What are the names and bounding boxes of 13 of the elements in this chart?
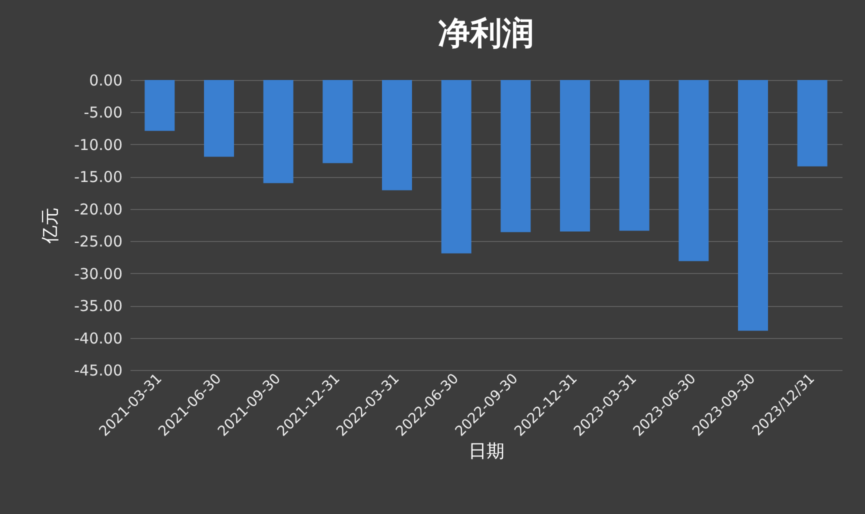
y-tick-label: 0.00 xyxy=(89,72,122,90)
y-tick-label: -30.00 xyxy=(74,264,122,283)
x-axis-title: 日期 xyxy=(468,440,504,462)
chart-title: 净利润 xyxy=(438,14,534,52)
y-tick-label: -40.00 xyxy=(74,329,122,348)
y-tick-label: -10.00 xyxy=(74,136,122,154)
y-axis-title: 亿元 xyxy=(40,208,62,244)
y-tick-label: -20.00 xyxy=(74,200,122,218)
y-tick-label: -35.00 xyxy=(74,297,122,316)
y-tick-label: -15.00 xyxy=(74,168,122,186)
y-tick-label: -5.00 xyxy=(84,104,122,122)
y-tick-label: -25.00 xyxy=(74,232,122,251)
y-tick-label: -45.00 xyxy=(74,362,122,380)
